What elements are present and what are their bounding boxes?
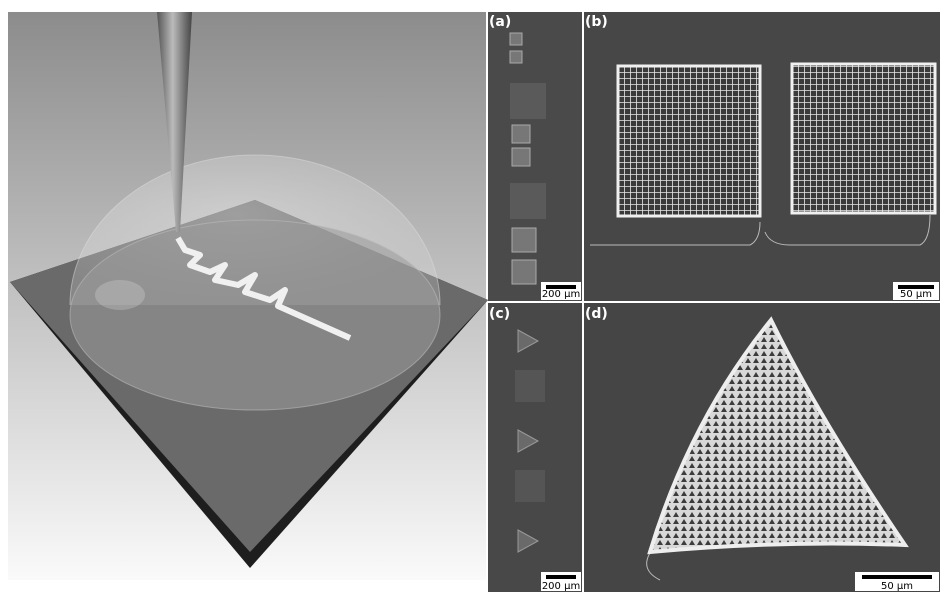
panel-a (488, 12, 582, 301)
panel-c (488, 303, 582, 592)
panel-label: (c) (489, 306, 510, 322)
illustration (8, 12, 488, 580)
scale-label: 200 µm (542, 581, 580, 592)
scale-label: 50 µm (900, 289, 932, 300)
scale-label: 50 µm (881, 581, 913, 592)
figure: 200 µm 50 µm 200 µm 50 µm (a) (b) (c) (d… (0, 0, 940, 592)
panel-label: (b) (585, 14, 608, 30)
panel-label: (d) (585, 306, 608, 322)
scale-label: 200 µm (542, 289, 580, 300)
panel-label: (a) (489, 14, 511, 30)
